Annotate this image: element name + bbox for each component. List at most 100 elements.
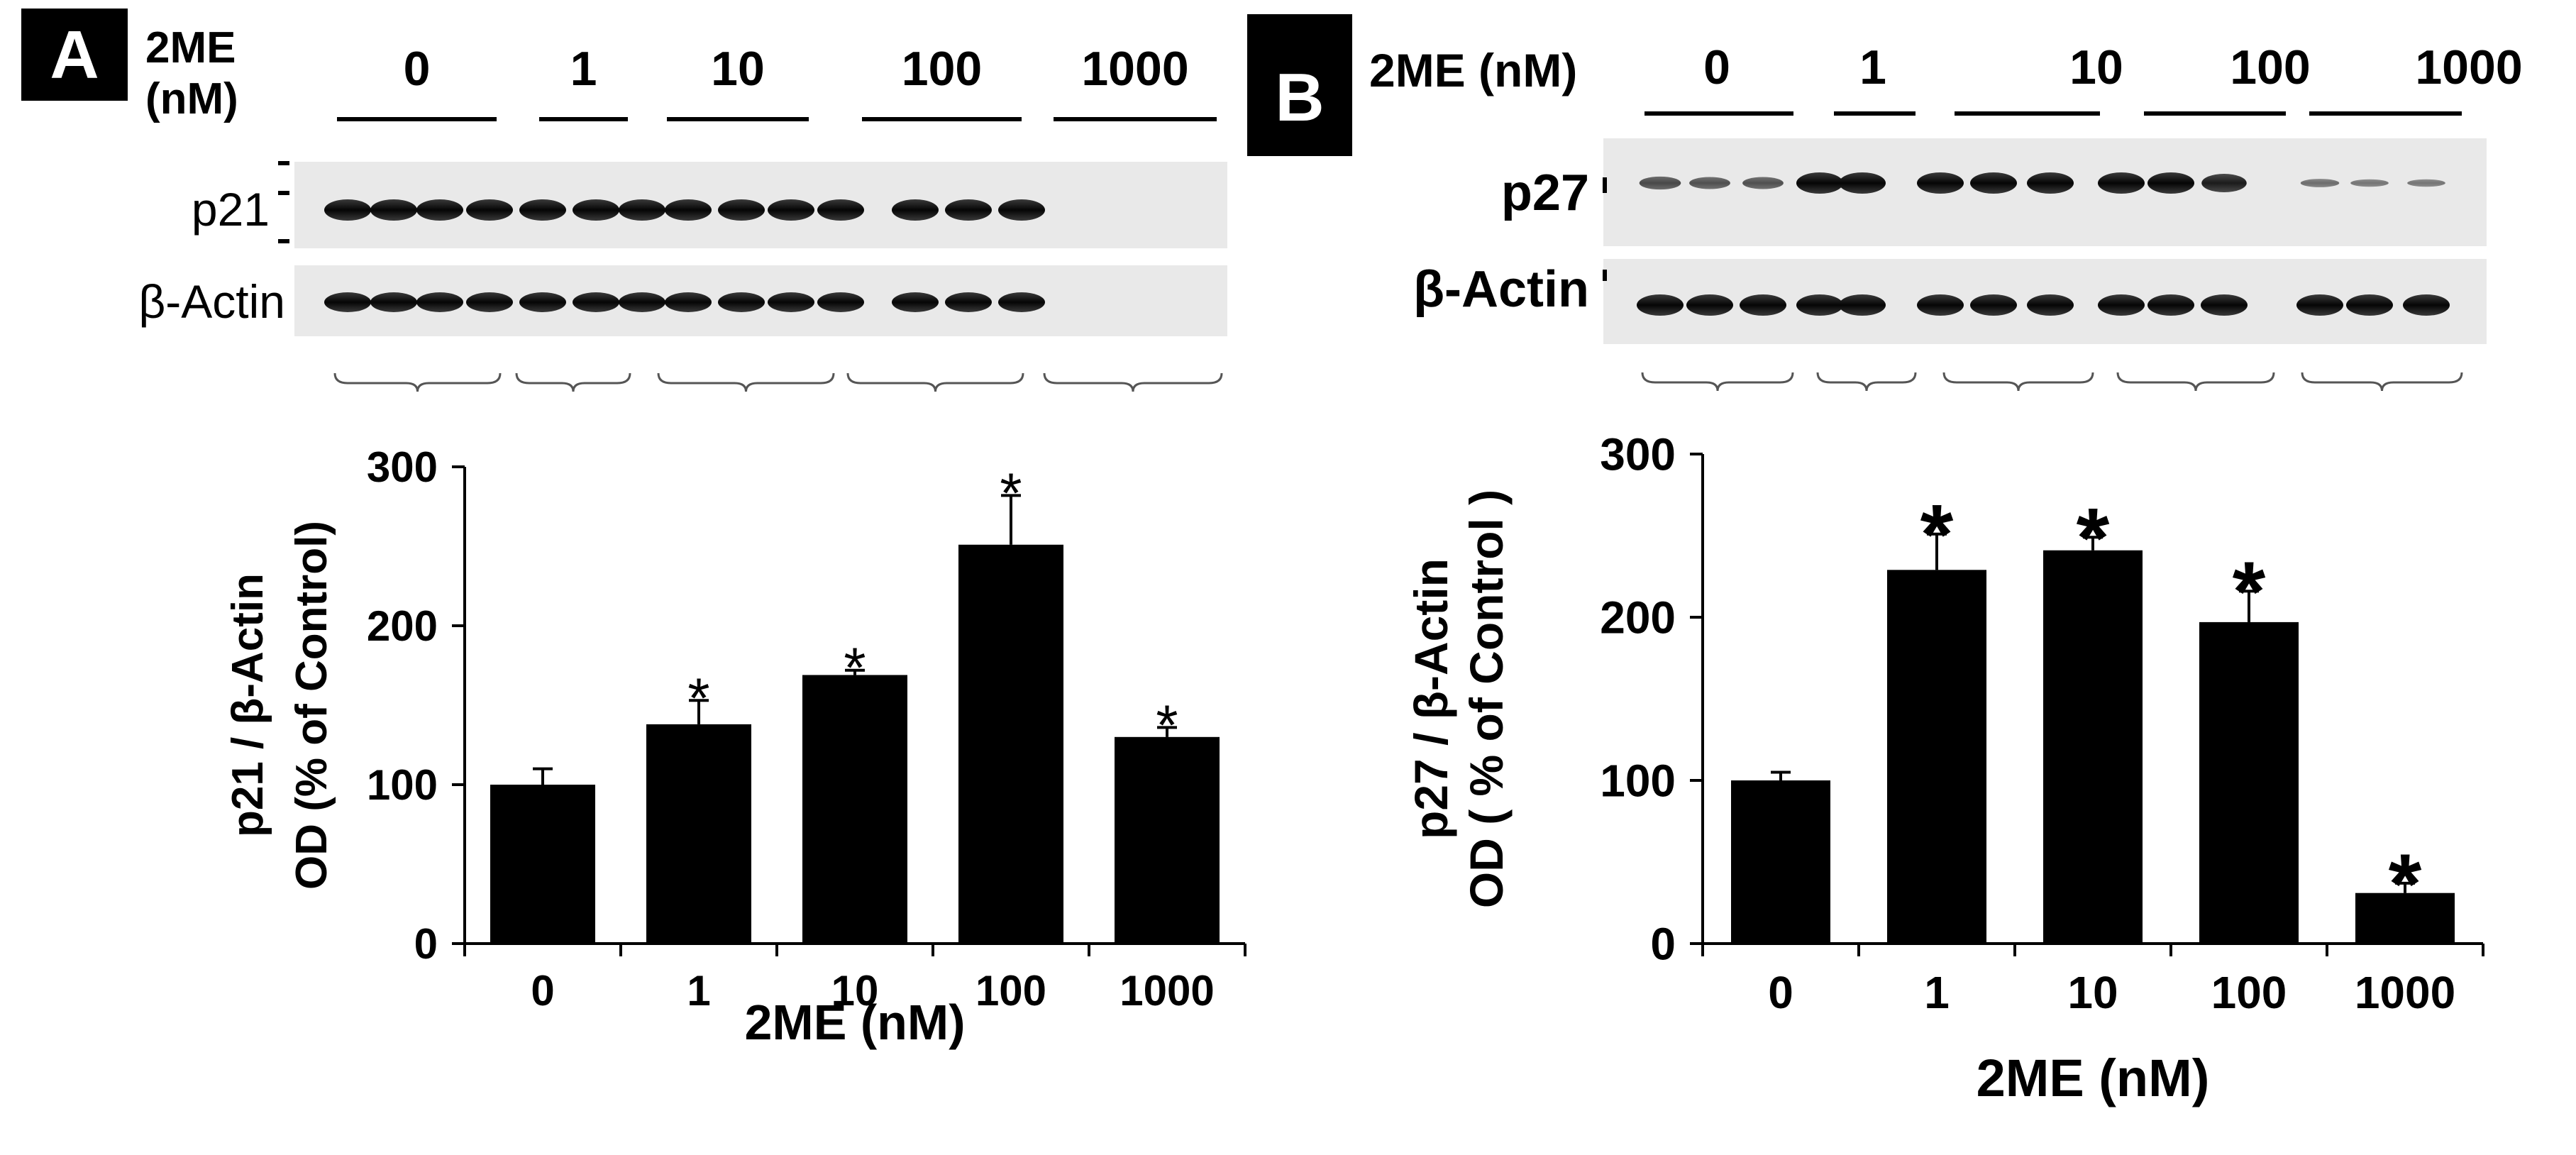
x-tick-label: 1000 [1120, 967, 1214, 1015]
actin-band [2027, 294, 2074, 316]
panel-a-bar-chart: 0 100 200 300 0 * 1 * 10 * 100 * 1000 2ME (nM) p21 / β… [223, 443, 1246, 1050]
significance-star: * [1156, 693, 1178, 756]
lane-group-brace [657, 372, 835, 392]
bar [2199, 621, 2299, 944]
actin-band [2098, 294, 2145, 316]
actin-band [370, 292, 417, 312]
p27-band [2407, 179, 2445, 187]
panel-a-letter: A [50, 17, 99, 93]
panel-b-letter: B [1275, 60, 1324, 136]
p21-band [817, 199, 864, 221]
actin-band [945, 292, 992, 312]
y-axis-title-line-1: p27 / β-Actin [1405, 558, 1457, 839]
panel-b: B 2ME (nM) 0 1 10 100 1000 p27 β-Actin 01002… [1247, 14, 2523, 1107]
lane-group-brace [1942, 372, 2094, 392]
actin-band [519, 292, 566, 312]
p27-band [1689, 177, 1730, 189]
actin-band [1917, 294, 1964, 316]
p21-band [370, 199, 417, 221]
panel-a-actin-row-label: β-Actin [138, 275, 285, 328]
panel-b-header-label: 2ME (nM) [1369, 44, 1577, 96]
p27-band [1917, 172, 1964, 194]
actin-band [1740, 294, 1786, 316]
p27-band [1839, 172, 1886, 194]
lane-group-brace [1043, 372, 1223, 392]
significance-star: * [1000, 461, 1022, 524]
x-tick-label: 100 [975, 967, 1046, 1015]
bar [490, 785, 595, 944]
p21-band [416, 199, 463, 221]
lane-group-brace [2116, 372, 2275, 392]
dose-header-label: 1 [1859, 40, 1886, 94]
actin-band [768, 292, 814, 312]
p21-band [619, 199, 665, 221]
panel-a: A 2ME (nM) 0 1 10 100 1000 p21 β-Actin 01002… [21, 9, 1246, 1050]
actin-band [619, 292, 665, 312]
lane-group-brace [2301, 372, 2463, 392]
bar [2355, 892, 2455, 944]
lane-group-brace [846, 372, 1024, 392]
panel-b-bands [1637, 172, 2450, 316]
actin-band [2296, 294, 2343, 316]
y-axis-title-line-2: OD (% of Control) [287, 521, 336, 890]
bar [1887, 570, 1986, 944]
bar [1115, 736, 1220, 944]
p27-band [2201, 173, 2247, 193]
lane-group-brace [515, 372, 631, 392]
panel-a-header-label-line-1: 2ME [145, 23, 236, 72]
actin-band [1637, 294, 1684, 316]
actin-band [665, 292, 712, 312]
actin-band [2201, 294, 2248, 316]
x-tick-label: 1000 [2355, 967, 2455, 1018]
bar [1731, 780, 1830, 944]
x-tick-label: 0 [531, 967, 554, 1015]
actin-band [892, 292, 939, 312]
y-tick-label: 0 [1650, 918, 1676, 969]
p27-band [2147, 172, 2194, 194]
panel-b-letter-box [1247, 14, 1352, 156]
p21-band [519, 199, 566, 221]
x-tick-label: 1 [1924, 967, 1950, 1018]
dose-header-label: 10 [2069, 40, 2123, 94]
p21-band [768, 199, 814, 221]
p21-row-label: p21 [192, 183, 270, 236]
actin-band [1686, 294, 1733, 316]
actin-band [1839, 294, 1886, 316]
panel-b-bar-chart: 0 100 200 300 0 * 1 * 10 * 100 * 1000 2ME (nM) p27 / β… [1405, 429, 2484, 1107]
p21-band [466, 199, 513, 221]
y-tick-label: 100 [367, 761, 438, 809]
dose-header-label: 100 [2230, 40, 2310, 94]
bar [802, 675, 907, 944]
dose-header-label: 1000 [1081, 42, 1188, 96]
p27-row-label: p27 [1501, 165, 1589, 221]
actin-band [573, 292, 619, 312]
significance-star: * [687, 666, 709, 729]
p21-band [665, 199, 712, 221]
panel-a-header-label-line-2: (nM) [145, 74, 238, 123]
actin-band [2403, 294, 2450, 316]
y-tick-label: 200 [1600, 592, 1676, 643]
p27-band [1639, 176, 1681, 190]
p21-band [718, 199, 765, 221]
x-tick-label: 100 [2211, 967, 2287, 1018]
p27-band [2098, 172, 2145, 194]
y-axis-title-line-1: p21 / β-Actin [223, 573, 272, 837]
y-tick-label: 200 [367, 602, 438, 650]
actin-band [416, 292, 463, 312]
p21-band [998, 199, 1045, 221]
actin-band [2346, 294, 2393, 316]
significance-star: * [2077, 490, 2110, 585]
p21-band [892, 199, 939, 221]
actin-band [718, 292, 765, 312]
bar [2043, 550, 2143, 944]
dose-header-label: 0 [404, 42, 431, 96]
panel-a-lane-braces [333, 372, 1223, 392]
panel-a-bands [324, 199, 1045, 312]
lane-group-brace [1641, 372, 1794, 392]
dose-header-label: 0 [1703, 40, 1730, 94]
significance-star: * [844, 636, 866, 700]
significance-star: * [2389, 836, 2422, 932]
actin-band [998, 292, 1045, 312]
panel-a-blot: p21 β-Actin [138, 161, 1227, 336]
